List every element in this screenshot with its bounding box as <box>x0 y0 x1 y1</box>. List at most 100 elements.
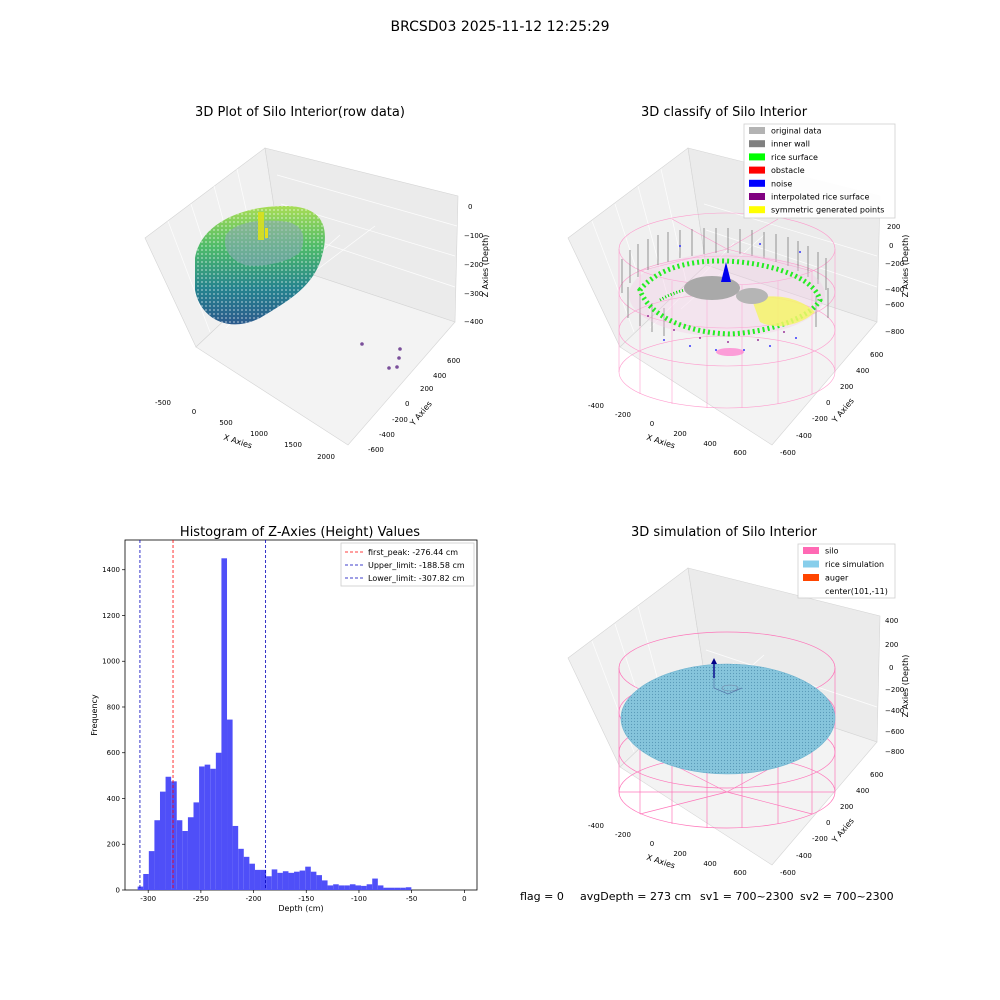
histogram-legend-label: Lower_limit: -307.82 cm <box>368 574 465 583</box>
histogram-bar <box>372 878 378 890</box>
raw-x-tick: 0 <box>192 408 196 416</box>
panel-histogram: Histogram of Z-Axies (Height) Values -30… <box>90 525 478 913</box>
classify-x-axis-label: X Axies <box>645 433 676 451</box>
sim-y-tick: -400 <box>796 852 812 860</box>
histogram-bar <box>405 887 412 890</box>
sim-y-axis-label: Y Axies <box>830 816 856 845</box>
histogram-y-tick-label: 400 <box>107 795 120 803</box>
simulation-legend-swatch <box>803 560 819 568</box>
histogram-legend-label: first_peak: -276.44 cm <box>368 548 458 557</box>
sim-y-tick: 400 <box>856 787 869 795</box>
classify-legend-label: inner wall <box>771 140 810 149</box>
sim-rice-surface <box>620 663 836 775</box>
histogram-x-axis-label: Depth (cm) <box>278 904 323 913</box>
histogram-bar <box>294 871 300 890</box>
histogram-x-tick-label: -150 <box>298 895 314 903</box>
status-flag: flag = 0 <box>520 890 564 903</box>
histogram-bar <box>299 870 306 890</box>
panel-classify-3d: 3D classify of Silo Interior <box>567 105 910 457</box>
raw-y-tick: -400 <box>379 431 395 439</box>
histogram-limit-lines <box>139 540 267 890</box>
histogram-legend-frame <box>340 542 475 587</box>
simulation-legend-swatch <box>803 547 819 554</box>
classify-legend-swatch <box>749 127 765 134</box>
histogram-legend-label: Upper_limit: -188.58 cm <box>368 561 465 570</box>
histogram-bar <box>389 887 395 890</box>
histogram-y-tick-label: 800 <box>107 703 120 711</box>
histogram-bar <box>383 887 389 890</box>
histogram-y-ticks: 0 200 400 600 800 1000 1200 1400 <box>102 566 125 895</box>
simulation-legend-items: silo rice simulation auger center(101,-11) <box>803 547 888 596</box>
classify-legend-swatch <box>749 179 765 187</box>
classify-surface <box>629 243 825 356</box>
histogram-bar <box>137 886 144 890</box>
histogram-bar <box>238 848 244 890</box>
sim-y-tick: -600 <box>780 869 796 877</box>
histogram-y-tick-label: 200 <box>107 841 120 849</box>
histogram-bar <box>310 871 317 890</box>
raw-y-tick: 0 <box>405 400 409 408</box>
raw-z-tick: −300 <box>464 290 483 298</box>
simulation-legend: silo rice simulation auger center(101,-11) <box>797 543 896 599</box>
sim-auger-marker <box>711 658 717 678</box>
raw-z-tick: −200 <box>464 261 483 269</box>
histogram-x-tick-label: -100 <box>351 895 367 903</box>
histogram-bar <box>249 863 255 890</box>
histogram-bar <box>282 871 289 890</box>
sim-y-tick: 200 <box>840 803 853 811</box>
sim-z-axis-label: Z Axies (Depth) <box>901 655 910 718</box>
status-avg-depth: avgDepth = 273 cm <box>580 890 691 903</box>
classify-legend-label: symmetric generated points <box>771 206 884 215</box>
histogram-bar <box>400 887 406 890</box>
histogram-bar <box>154 820 160 890</box>
raw-outliers <box>360 342 402 370</box>
simulation-legend-label: rice simulation <box>825 560 884 569</box>
figure-title: BRCSD03 2025-11-12 12:25:29 <box>390 19 609 35</box>
histogram-title: Histogram of Z-Axies (Height) Values <box>180 525 420 540</box>
histogram-bars <box>137 558 412 890</box>
sim-z-tick: 400 <box>885 617 898 625</box>
classify-x-tick: 600 <box>733 449 746 457</box>
histogram-bar <box>171 781 177 890</box>
sim-y-tick: 600 <box>870 771 883 779</box>
classify-z-axis-label: Z Axies (Depth) <box>901 235 910 298</box>
classify-legend-label: obstacle <box>771 166 805 175</box>
histogram-bar <box>215 752 222 890</box>
panel-raw-3d: 3D Plot of Silo Interior(row data) <box>144 105 490 461</box>
histogram-y-tick-label: 0 <box>116 887 120 895</box>
histogram-bar <box>266 876 272 890</box>
sim-x-ticks: -400 -200 0 200 400 600 <box>588 822 747 877</box>
classify-z-tick: 0 <box>889 242 893 250</box>
classify-y-tick: -200 <box>812 415 828 423</box>
raw-y-tick: -200 <box>392 416 408 424</box>
histogram-bar <box>288 872 295 890</box>
panel-simulation-3d: 3D simulation of Silo Interior <box>567 525 910 877</box>
sim-z-tick: 0 <box>889 664 893 672</box>
classify-legend-swatch <box>749 206 765 214</box>
classify-x-tick: 400 <box>703 440 716 448</box>
classify-z-tick: −200 <box>885 260 904 268</box>
histogram-x-tick-label: -300 <box>140 895 156 903</box>
classify-x-tick: 0 <box>650 420 654 428</box>
raw-z-tick: −100 <box>464 232 483 240</box>
raw-x-tick: -500 <box>155 399 171 407</box>
classify-y-tick: 200 <box>840 383 853 391</box>
histogram-bar <box>316 875 322 890</box>
histogram-x-ticks: -300 -250 -200 -150 -100 -50 0 <box>140 890 467 903</box>
histogram-bar <box>232 825 239 890</box>
histogram-bar <box>148 851 155 890</box>
simulation-legend-swatch <box>803 574 819 581</box>
sim-z-tick: −600 <box>885 728 904 736</box>
histogram-bar <box>227 719 233 890</box>
histogram-bar <box>333 884 339 890</box>
raw-x-tick: 1000 <box>250 430 268 438</box>
histogram-bar <box>204 764 211 890</box>
classify-y-tick: 600 <box>870 351 883 359</box>
raw-y-tick: 400 <box>433 372 446 380</box>
histogram-bar <box>143 873 149 890</box>
classify-x-tick: -400 <box>588 402 604 410</box>
classify-z-tick: −800 <box>885 328 904 336</box>
sim-x-tick: 600 <box>733 869 746 877</box>
classify-x-tick: 200 <box>673 430 686 438</box>
classify-legend: original data inner wall rice surface obsta… <box>743 123 896 219</box>
